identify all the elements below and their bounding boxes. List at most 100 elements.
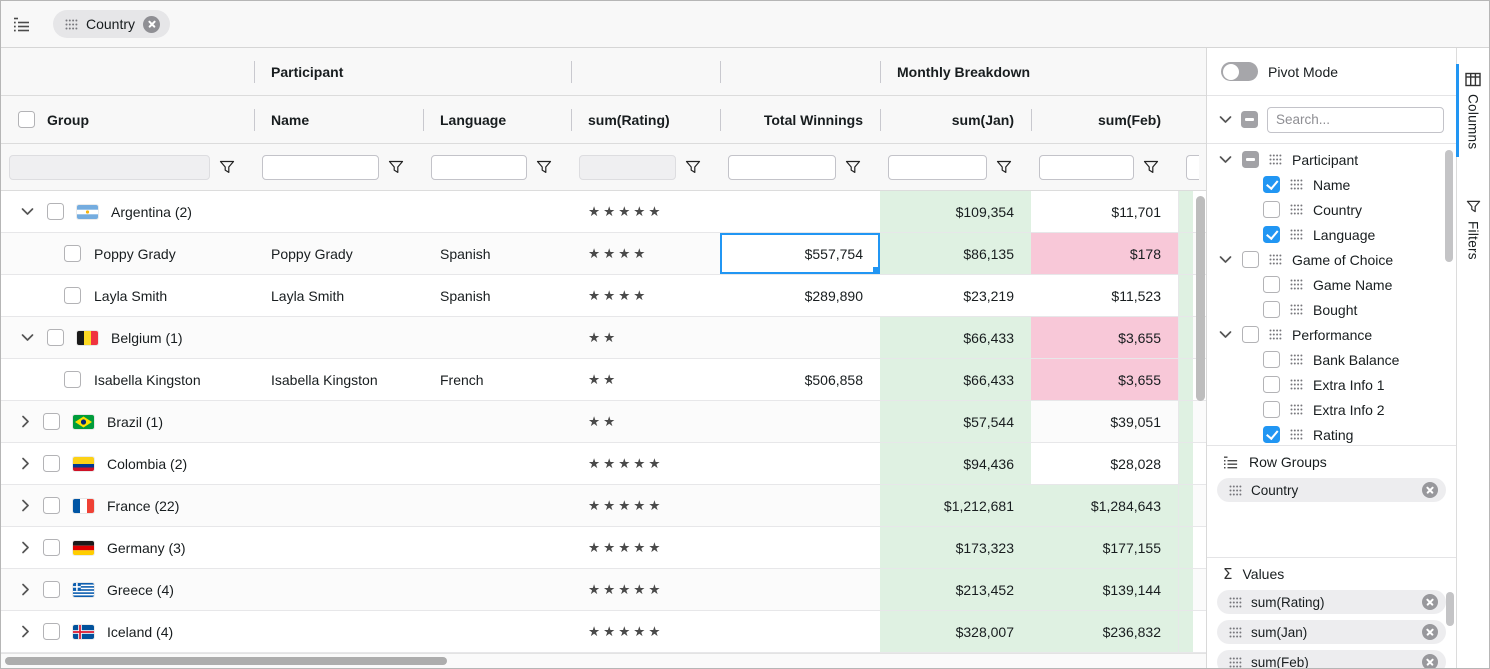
pivot-mode-toggle[interactable]: [1221, 62, 1258, 81]
group-cell[interactable]: Belgium (1): [1, 317, 254, 358]
tree-checkbox-name[interactable]: [1263, 176, 1280, 193]
row-checkbox[interactable]: [43, 497, 60, 514]
tree-checkbox-country[interactable]: [1263, 201, 1280, 218]
group-row-belgium[interactable]: Belgium (1) ★★ $66,433 $3,655: [1, 317, 1206, 359]
group-cell[interactable]: Greece (4): [1, 569, 254, 610]
group-row-iceland[interactable]: Iceland (4) ★★★★★ $328,007 $236,832: [1, 611, 1206, 653]
tab-filters[interactable]: Filters: [1466, 195, 1481, 264]
row-checkbox[interactable]: [43, 581, 60, 598]
chevron-down-icon[interactable]: [21, 207, 34, 216]
row-checkbox[interactable]: [64, 371, 81, 388]
filter-menu-button-group[interactable]: [210, 159, 244, 175]
column-header-feb[interactable]: sum(Feb): [1031, 96, 1178, 143]
chevron-down-icon[interactable]: [21, 333, 34, 342]
cell-language[interactable]: French: [440, 371, 484, 388]
tree-checkbox-extra-info-1[interactable]: [1263, 376, 1280, 393]
chevron-down-icon[interactable]: [1219, 255, 1232, 264]
tree-item-performance[interactable]: Performance: [1207, 322, 1456, 347]
chevron-right-icon[interactable]: [21, 625, 30, 638]
group-cell[interactable]: France (22): [1, 485, 254, 526]
cell-sum-feb[interactable]: $177,155: [1031, 527, 1178, 568]
row-checkbox[interactable]: [43, 539, 60, 556]
tree-checkbox-game-name[interactable]: [1263, 276, 1280, 293]
filter-menu-button-language[interactable]: [527, 159, 561, 175]
cell-total-winnings[interactable]: [720, 611, 880, 652]
cell-name[interactable]: [254, 485, 423, 526]
cell-name[interactable]: [254, 401, 423, 442]
remove-group-icon[interactable]: [143, 15, 161, 33]
chevron-right-icon[interactable]: [21, 415, 30, 428]
tree-checkbox-performance[interactable]: [1242, 326, 1259, 343]
row-checkbox[interactable]: [43, 623, 60, 640]
tree-checkbox-rating[interactable]: [1263, 426, 1280, 443]
row-isabella-kingston[interactable]: Isabella Kingston Isabella Kingston French…: [1, 359, 1206, 401]
filter-input-name[interactable]: [262, 154, 379, 180]
cell-sum-feb[interactable]: $3,655: [1031, 317, 1178, 358]
group-cell[interactable]: Brazil (1): [1, 401, 254, 442]
vertical-scrollbar[interactable]: [1193, 191, 1206, 653]
filter-input-total[interactable]: [728, 154, 836, 180]
cell-total-winnings[interactable]: [720, 401, 880, 442]
cell-name[interactable]: [254, 569, 423, 610]
cell-total-winnings[interactable]: [720, 191, 880, 232]
tree-item-name[interactable]: Name: [1207, 172, 1456, 197]
tree-item-bank-balance[interactable]: Bank Balance: [1207, 347, 1456, 372]
cell-language[interactable]: [423, 611, 571, 652]
row-checkbox[interactable]: [64, 287, 81, 304]
row-poppy-grady[interactable]: Poppy Grady Poppy Grady Spanish ★★★★ $557,75…: [1, 233, 1206, 275]
group-cell[interactable]: Iceland (4): [1, 611, 254, 652]
column-header-rating[interactable]: sum(Rating): [571, 96, 720, 143]
cell-rating[interactable]: ★★★★★: [571, 527, 720, 568]
cell-rating[interactable]: ★★★★★: [571, 611, 720, 652]
tree-checkbox-extra-info-2[interactable]: [1263, 401, 1280, 418]
cell-sum-feb[interactable]: $3,655: [1031, 359, 1178, 400]
cell-name[interactable]: [254, 191, 423, 232]
cell-rating[interactable]: ★★★★★: [571, 191, 720, 232]
cell-name[interactable]: [254, 317, 423, 358]
cell-total-winnings[interactable]: [720, 485, 880, 526]
group-cell[interactable]: Colombia (2): [1, 443, 254, 484]
tree-item-participant[interactable]: Participant: [1207, 147, 1456, 172]
cell-total-winnings[interactable]: [720, 569, 880, 610]
cell-name[interactable]: [254, 527, 423, 568]
cell-sum-jan[interactable]: $94,436: [880, 443, 1031, 484]
tree-checkbox-participant[interactable]: [1242, 151, 1259, 168]
filter-menu-button-jan[interactable]: [987, 159, 1021, 175]
group-cell[interactable]: Poppy Grady: [1, 233, 254, 274]
chevron-down-icon[interactable]: [1219, 330, 1232, 339]
cell-name[interactable]: [254, 443, 423, 484]
cell-rating[interactable]: ★★★★: [571, 233, 720, 274]
row-checkbox[interactable]: [47, 329, 64, 346]
group-cell[interactable]: Germany (3): [1, 527, 254, 568]
panel-chip-sum-jan-[interactable]: sum(Jan): [1217, 620, 1446, 644]
cell-sum-feb[interactable]: $178: [1031, 233, 1178, 274]
chevron-down-icon[interactable]: [1219, 155, 1232, 164]
column-header-language[interactable]: Language: [423, 96, 571, 143]
cell-sum-jan[interactable]: $1,212,681: [880, 485, 1031, 526]
group-row-colombia[interactable]: Colombia (2) ★★★★★ $94,436 $28,028: [1, 443, 1206, 485]
cell-name[interactable]: Poppy Grady: [271, 245, 353, 262]
row-checkbox[interactable]: [64, 245, 81, 262]
cell-language[interactable]: [423, 401, 571, 442]
tree-item-game-name[interactable]: Game Name: [1207, 272, 1456, 297]
cell-rating[interactable]: ★★: [571, 401, 720, 442]
column-header-jan[interactable]: sum(Jan): [880, 96, 1031, 143]
cell-sum-feb[interactable]: $236,832: [1031, 611, 1178, 652]
horizontal-scrollbar-thumb[interactable]: [5, 657, 447, 665]
cell-language[interactable]: [423, 569, 571, 610]
panel-chip-sum-rating-[interactable]: sum(Rating): [1217, 590, 1446, 614]
column-header-name[interactable]: Name: [254, 96, 423, 143]
filter-input-feb[interactable]: [1039, 154, 1134, 180]
select-all-rows-checkbox[interactable]: [18, 111, 35, 128]
tree-checkbox-game-of-choice[interactable]: [1242, 251, 1259, 268]
filter-input-language[interactable]: [431, 154, 527, 180]
cell-name[interactable]: [254, 611, 423, 652]
cell-total-winnings[interactable]: [720, 317, 880, 358]
cell-sum-jan[interactable]: $57,544: [880, 401, 1031, 442]
tree-item-country[interactable]: Country: [1207, 197, 1456, 222]
column-header-total[interactable]: Total Winnings: [720, 96, 880, 143]
cell-rating[interactable]: ★★★★★: [571, 569, 720, 610]
cell-sum-feb[interactable]: $11,523: [1111, 287, 1161, 304]
cell-sum-jan[interactable]: $66,433: [880, 317, 1031, 358]
cell-language[interactable]: [423, 191, 571, 232]
